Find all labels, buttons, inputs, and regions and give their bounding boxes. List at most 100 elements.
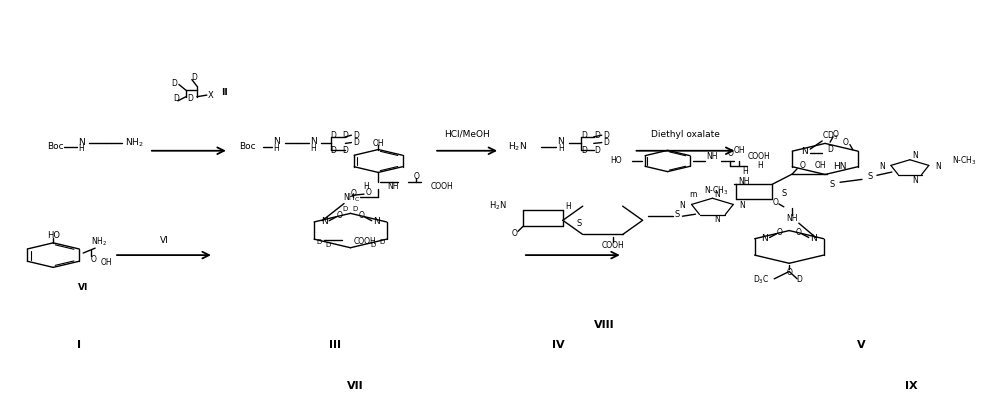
Text: O: O — [777, 228, 783, 237]
Text: N: N — [680, 201, 685, 210]
Text: COOH: COOH — [430, 182, 453, 191]
Text: S: S — [867, 173, 873, 181]
Text: N: N — [715, 190, 720, 199]
Text: N: N — [739, 201, 745, 210]
Text: HCl/MeOH: HCl/MeOH — [444, 130, 490, 139]
Text: D: D — [379, 239, 384, 246]
Text: HN: HN — [833, 162, 847, 171]
Text: NH$_2$: NH$_2$ — [125, 136, 143, 149]
Text: S: S — [576, 219, 581, 228]
Text: OH: OH — [734, 146, 745, 155]
Text: VIII: VIII — [594, 320, 615, 330]
Text: OH: OH — [814, 162, 826, 171]
Text: NH: NH — [786, 214, 798, 223]
Text: N-CH$_3$: N-CH$_3$ — [704, 185, 729, 197]
Text: N: N — [273, 137, 280, 146]
Text: NH$_2$: NH$_2$ — [91, 235, 107, 248]
Text: NH: NH — [707, 152, 718, 161]
Text: D$_3$C: D$_3$C — [753, 274, 770, 286]
Text: H: H — [558, 144, 564, 153]
Text: S: S — [675, 210, 680, 219]
Text: O: O — [832, 130, 838, 139]
Text: H: H — [78, 144, 84, 153]
Text: D: D — [581, 131, 587, 140]
Text: IX: IX — [905, 381, 917, 391]
Text: COOH: COOH — [354, 236, 377, 246]
Text: D: D — [342, 146, 348, 155]
Text: D: D — [343, 206, 348, 212]
Text: D: D — [191, 73, 197, 82]
Text: H: H — [742, 167, 748, 176]
Text: N: N — [761, 234, 768, 243]
Text: H$_2$N: H$_2$N — [489, 200, 507, 212]
Text: S: S — [782, 189, 787, 198]
Text: NH: NH — [388, 182, 399, 191]
Text: Boc: Boc — [239, 142, 255, 151]
Text: D: D — [594, 131, 600, 140]
Text: O: O — [336, 211, 342, 220]
Text: D: D — [331, 131, 336, 140]
Text: N: N — [912, 151, 918, 160]
Text: O: O — [90, 255, 96, 264]
Text: O: O — [786, 268, 792, 277]
Text: H: H — [757, 161, 763, 170]
Text: N: N — [310, 137, 317, 146]
Text: H: H — [274, 144, 279, 153]
Text: D: D — [603, 138, 609, 147]
Text: Diethyl oxalate: Diethyl oxalate — [651, 130, 720, 139]
Text: H: H — [311, 144, 316, 153]
Text: S: S — [829, 180, 835, 189]
Text: N: N — [879, 162, 885, 171]
Text: D: D — [827, 145, 833, 154]
Text: H$_2$N: H$_2$N — [508, 140, 527, 153]
Text: N: N — [78, 138, 85, 147]
Text: III: III — [329, 340, 341, 350]
Text: D: D — [353, 131, 359, 140]
Text: D: D — [353, 138, 359, 147]
Text: VI: VI — [160, 236, 168, 245]
Text: H: H — [565, 201, 571, 211]
Text: VI: VI — [78, 283, 88, 293]
Text: X: X — [208, 91, 214, 100]
Text: N: N — [801, 147, 808, 156]
Text: N: N — [321, 218, 327, 227]
Text: O: O — [773, 198, 779, 207]
Text: N-CH$_3$: N-CH$_3$ — [952, 154, 976, 167]
Text: D: D — [342, 131, 348, 140]
Text: HO: HO — [610, 157, 622, 166]
Text: O: O — [359, 211, 365, 220]
Text: IV: IV — [552, 340, 564, 350]
Text: OH: OH — [101, 258, 113, 267]
Text: V: V — [857, 340, 865, 350]
Text: NH: NH — [739, 176, 750, 185]
Text: O: O — [350, 189, 356, 198]
Text: I: I — [77, 340, 81, 350]
Text: D: D — [187, 94, 193, 103]
Text: O: O — [727, 149, 733, 158]
Text: COOH: COOH — [601, 241, 624, 250]
Text: O: O — [843, 138, 849, 147]
Text: CD$_3$: CD$_3$ — [822, 129, 838, 142]
Text: O: O — [799, 162, 805, 171]
Text: D: D — [173, 94, 179, 103]
Text: VII: VII — [347, 381, 364, 391]
Text: N: N — [810, 234, 817, 243]
Text: C: C — [354, 197, 359, 201]
Text: D: D — [603, 131, 609, 140]
Text: D: D — [353, 206, 358, 212]
Text: N: N — [912, 176, 918, 185]
Text: O: O — [413, 172, 419, 181]
Text: D: D — [317, 239, 322, 246]
Text: D: D — [325, 242, 331, 248]
Text: N: N — [715, 215, 720, 224]
Text: D: D — [581, 146, 587, 155]
Text: II: II — [221, 88, 228, 97]
Text: O: O — [796, 228, 802, 237]
Text: H: H — [363, 182, 369, 191]
Text: D: D — [594, 146, 600, 155]
Text: Boc: Boc — [48, 142, 64, 151]
Text: NH: NH — [343, 193, 355, 202]
Text: OH: OH — [373, 139, 384, 148]
Text: N: N — [935, 162, 941, 171]
Text: N: N — [373, 218, 380, 227]
